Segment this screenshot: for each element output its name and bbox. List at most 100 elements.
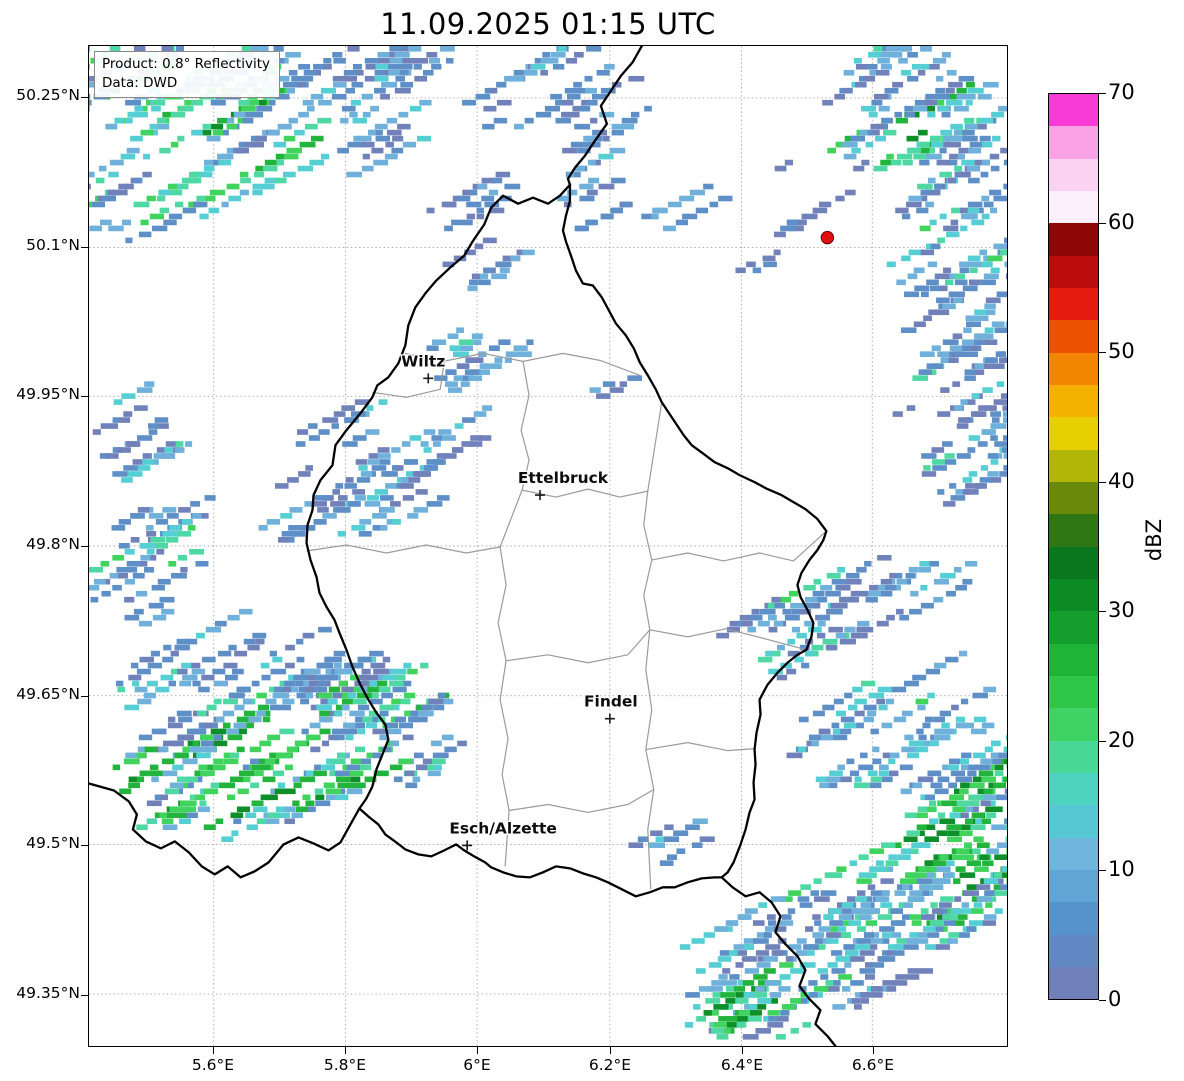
radar-cell [1002,411,1007,417]
radar-cell [840,716,855,723]
radar-cell [871,99,883,106]
radar-cell [351,525,366,531]
radar-cell [415,489,428,495]
radar-cell [987,255,1003,262]
radar-cell [936,159,951,166]
radar-cell [286,147,303,154]
radar-cell [788,225,804,232]
radar-cell [359,686,371,693]
radar-cell [163,740,177,747]
lat-tickmark [81,696,88,697]
radar-cell [191,129,203,136]
radar-cell [400,477,409,483]
radar-cell [166,812,180,819]
radar-cell [432,752,449,759]
radar-cell [753,974,768,980]
radar-cell [689,189,705,196]
radar-cell [961,698,969,705]
radar-cell [390,668,407,675]
radar-cell [126,147,140,154]
radar-cell [849,722,864,729]
radar-cell [523,69,538,76]
radar-cell [165,441,179,447]
radar-cell [965,908,975,914]
radar-cell [132,680,140,687]
radar-cell [386,740,394,747]
radar-cell [355,716,365,723]
radar-cell [253,806,268,813]
radar-cell [989,189,1002,196]
radar-cell [165,537,179,543]
radar-cell [1000,147,1007,154]
radar-cell [880,878,894,884]
radar-cell [868,692,885,699]
colorbar-tick-label: 70 [1108,80,1135,104]
radar-cell [721,980,737,986]
radar-cell [279,686,291,693]
radar-cell [844,950,858,956]
radar-cell [358,764,372,771]
radar-cell [932,459,946,465]
radar-cell [757,620,770,627]
radar-cell [870,776,882,783]
radar-cell [394,69,409,76]
radar-cell [389,46,403,52]
radar-cell [954,566,962,573]
radar-cell [308,435,320,441]
radar-cell [374,75,389,82]
radar-cell [827,147,836,154]
radar-cell [364,776,377,783]
radar-cell [361,141,375,148]
radar-cell [889,752,900,759]
city-marker [423,373,434,384]
radar-cell [226,123,237,130]
radar-cell [496,81,507,88]
radar-cell [222,710,235,717]
radar-cell [375,686,391,693]
radar-cell [918,968,933,974]
lon-tick-label: 5.8°E [323,1056,367,1074]
radar-cell [856,926,867,932]
radar-cell [794,656,804,663]
radar-cell [932,57,947,64]
radar-cell [926,363,940,369]
radar-cell [965,483,981,489]
radar-cell [154,794,164,801]
radar-cell [960,399,968,405]
radar-cell [962,578,973,585]
radar-cell [954,165,963,172]
radar-cell [320,674,331,681]
radar-cell [214,620,227,627]
radar-cell [802,1022,811,1028]
radar-cell [826,572,841,579]
radar-cell [482,123,495,130]
radar-cell [756,932,770,938]
radar-cell [585,87,597,94]
radar-cell [1000,249,1007,256]
product-info-box: Product: 0.8° Reflectivity Data: DWD [94,51,280,98]
radar-cell [822,704,835,711]
radar-cell [930,782,943,789]
radar-cell [431,435,442,441]
radar-cell [822,638,838,645]
radar-cell [834,93,845,100]
radar-cell [136,776,145,783]
radar-cell [854,776,862,783]
radar-cell [379,704,395,711]
radar-cell [143,566,155,573]
radar-cell [344,417,357,423]
radar-cell [453,351,469,357]
radar-cell [310,704,319,711]
colorbar-tick-label: 20 [1108,727,1135,752]
radar-cell [860,998,870,1004]
radar-cell [429,57,441,64]
radar-cell [880,842,896,848]
radar-cell [488,189,499,196]
radar-cell [923,824,936,831]
radar-cell [149,123,159,130]
radar-cell [917,69,926,76]
radar-cell [878,105,890,112]
radar-cell [933,363,944,369]
radar-cell [886,614,895,621]
radar-cell [916,207,929,214]
